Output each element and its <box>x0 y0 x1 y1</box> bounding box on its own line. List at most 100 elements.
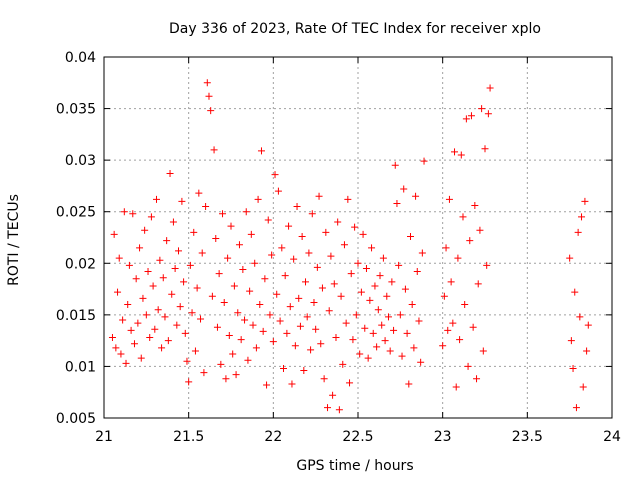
data-point <box>193 284 201 292</box>
x-tick-label: 21.5 <box>173 429 204 445</box>
data-point <box>439 342 447 350</box>
data-point <box>293 203 301 211</box>
data-point <box>327 252 335 260</box>
data-point <box>459 213 467 221</box>
data-point <box>295 294 303 302</box>
y-tick-label: 0.02 <box>65 256 96 272</box>
data-point <box>361 324 369 332</box>
data-point <box>139 294 147 302</box>
data-point <box>357 288 365 296</box>
data-point <box>344 195 352 203</box>
data-point <box>136 244 144 252</box>
data-point <box>246 287 254 295</box>
data-point <box>163 237 171 245</box>
data-point <box>567 337 575 345</box>
data-point <box>132 275 140 283</box>
x-tick-label: 23.5 <box>512 429 543 445</box>
data-point <box>356 350 364 358</box>
data-point <box>191 347 199 355</box>
data-point <box>476 226 484 234</box>
data-point <box>447 278 455 286</box>
data-point <box>227 222 235 230</box>
data-point <box>452 383 460 391</box>
data-point <box>373 343 381 351</box>
data-point <box>168 290 176 298</box>
data-point <box>569 364 577 372</box>
data-point <box>347 270 355 278</box>
data-point <box>119 316 127 324</box>
data-point <box>466 237 474 245</box>
axis-ticks <box>103 56 613 419</box>
data-point <box>274 187 282 195</box>
data-point <box>329 391 337 399</box>
data-point <box>208 292 216 300</box>
data-point <box>467 112 475 120</box>
data-point <box>368 244 376 252</box>
data-point <box>283 329 291 337</box>
data-point <box>324 404 332 412</box>
data-point <box>307 346 315 354</box>
data-point <box>169 218 177 226</box>
data-point <box>108 334 116 342</box>
data-point <box>584 321 592 329</box>
data-point <box>298 232 306 240</box>
data-point <box>259 327 267 335</box>
data-point <box>239 265 247 273</box>
data-point <box>268 251 276 259</box>
x-tick-label: 22.5 <box>342 429 373 445</box>
x-tick-label: 23 <box>434 429 452 445</box>
data-point <box>302 278 310 286</box>
data-point <box>288 380 296 388</box>
data-point <box>215 270 223 278</box>
data-point <box>576 313 584 321</box>
data-point <box>217 360 225 368</box>
chart-title: Day 336 of 2023, Rate Of TEC Index for r… <box>169 21 541 37</box>
data-point <box>462 115 470 123</box>
data-point <box>190 228 198 236</box>
data-point <box>398 352 406 360</box>
data-point <box>224 254 232 262</box>
data-point <box>390 326 398 334</box>
x-tick-label: 21 <box>95 429 113 445</box>
data-point <box>183 357 191 365</box>
data-point <box>473 375 481 383</box>
data-point <box>154 306 162 314</box>
data-point <box>412 192 420 200</box>
data-point <box>130 340 138 348</box>
data-point <box>415 317 423 325</box>
data-point <box>322 228 330 236</box>
data-point <box>315 192 323 200</box>
data-point <box>386 347 394 355</box>
data-point <box>583 347 591 355</box>
data-point <box>296 322 304 330</box>
grid-lines <box>104 57 612 418</box>
data-point <box>337 292 345 300</box>
data-point <box>269 338 277 346</box>
data-points <box>108 79 592 414</box>
data-point <box>342 319 350 327</box>
data-point <box>486 84 494 92</box>
data-point <box>185 378 193 386</box>
data-point <box>401 285 409 293</box>
data-point <box>469 323 477 331</box>
data-point <box>320 375 328 383</box>
data-point <box>325 307 333 315</box>
data-point <box>317 340 325 348</box>
data-point <box>186 261 194 269</box>
data-point <box>242 208 250 216</box>
data-point <box>291 342 299 350</box>
data-point <box>166 170 174 178</box>
data-point <box>406 232 414 240</box>
data-point <box>286 303 294 311</box>
data-point <box>383 292 391 300</box>
data-point <box>381 337 389 345</box>
data-point <box>393 199 401 207</box>
data-point <box>198 249 206 257</box>
data-point <box>158 344 166 352</box>
data-point <box>408 301 416 309</box>
data-point <box>479 347 487 355</box>
data-point <box>254 195 262 203</box>
data-point <box>180 278 188 286</box>
data-point <box>212 235 220 243</box>
data-point <box>203 79 211 87</box>
